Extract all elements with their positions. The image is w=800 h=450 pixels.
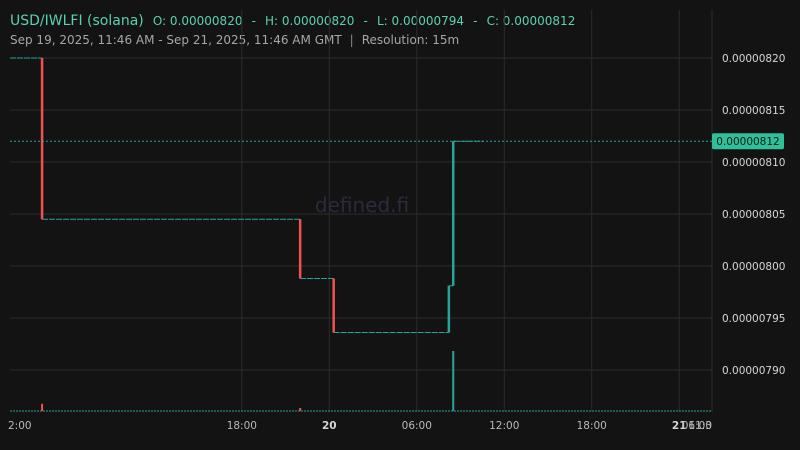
x-tick-label: 06:00 (682, 420, 712, 432)
ohlc-separator: - (473, 14, 478, 28)
volume-bar (41, 403, 44, 411)
volume-bars (10, 351, 712, 412)
x-tick-label: 2:00 (8, 420, 32, 432)
last-price-label: 0.00000812 (716, 136, 779, 148)
y-tick-label: 0.00000815 (722, 105, 785, 117)
ohlc-separator: - (251, 14, 256, 28)
y-tick-label: 0.00000795 (722, 313, 785, 325)
divider: | (349, 33, 354, 47)
x-tick-label: 21 (672, 420, 687, 432)
y-tick-label: 0.00000820 (722, 53, 785, 65)
grid (10, 10, 713, 412)
resolution-label[interactable]: Resolution: 15m (361, 33, 460, 47)
ohlc-low: L: 0.00000794 (376, 14, 465, 28)
y-tick-label: 0.00000790 (722, 365, 785, 377)
x-tick-label: 06:00 (402, 420, 432, 432)
chart-header: USD/IWLFI (solana) O: 0.00000820 - H: 0.… (10, 10, 575, 29)
ohlc-open: O: 0.00000820 (152, 14, 243, 28)
last-price-marker: 0.00000812 (10, 133, 784, 150)
y-axis: 0.00000820 0.00000815 0.00000810 0.00000805… (722, 53, 785, 377)
volume-bar (299, 408, 302, 411)
price-series (10, 57, 484, 334)
date-range: Sep 19, 2025, 11:46 AM - Sep 21, 2025, 1… (10, 33, 342, 47)
watermark: defined.fi (315, 193, 409, 217)
volume-bar (452, 351, 455, 411)
chart-subheader: Sep 19, 2025, 11:46 AM - Sep 21, 2025, 1… (10, 33, 459, 47)
ohlc-close: C: 0.00000812 (486, 14, 576, 28)
pair-title: USD/IWLFI (solana) (10, 13, 144, 29)
y-tick-label: 0.00000810 (722, 157, 785, 169)
x-tick-label: 18:00 (577, 420, 607, 432)
x-tick-label: 20 (322, 420, 337, 432)
x-tick-label: 12:00 (489, 420, 519, 432)
ohlc-high: H: 0.00000820 (265, 14, 355, 28)
last-price-badge (712, 133, 784, 150)
y-tick-label: 0.00000805 (722, 209, 785, 221)
x-tick-label: 11:3 (688, 420, 712, 432)
y-tick-label: 0.00000800 (722, 261, 785, 273)
x-tick-label: 18:00 (227, 420, 257, 432)
ohlc-separator: - (363, 14, 368, 28)
